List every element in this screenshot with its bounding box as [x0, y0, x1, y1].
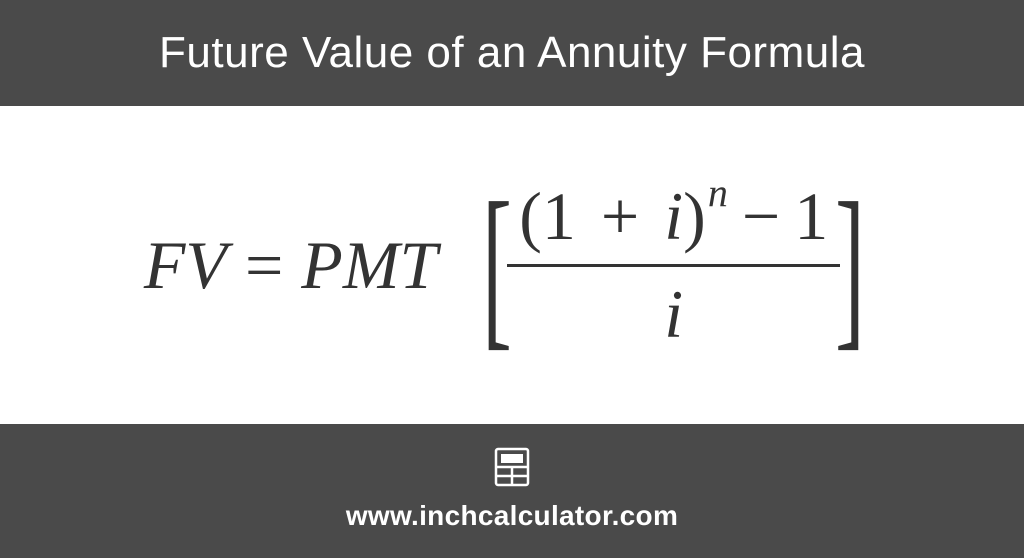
- open-bracket: [: [482, 177, 512, 354]
- plus-sign: +: [601, 178, 639, 254]
- open-paren: (: [519, 178, 542, 254]
- numerator: (1 + i) n − 1: [507, 177, 840, 264]
- numerator-one: 1: [542, 178, 576, 254]
- annuity-formula: FV = PMT [ (1 + i) n − 1: [144, 177, 880, 354]
- minus-sign: −: [742, 177, 780, 256]
- equals-sign: =: [245, 226, 283, 305]
- base-expression: (1 + i) n: [519, 177, 728, 256]
- close-paren: ): [683, 178, 706, 254]
- page-title: Future Value of an Annuity Formula: [30, 28, 994, 78]
- denominator: i: [652, 267, 695, 354]
- calculator-icon: [491, 446, 533, 488]
- exponent-n: n: [708, 169, 728, 216]
- header-bar: Future Value of an Annuity Formula: [0, 0, 1024, 106]
- formula-area: FV = PMT [ (1 + i) n − 1: [0, 106, 1024, 424]
- pmt-variable: PMT: [301, 226, 437, 305]
- trailing-one: 1: [794, 177, 828, 256]
- footer-url: www.inchcalculator.com: [346, 500, 678, 532]
- footer-bar: www.inchcalculator.com: [0, 424, 1024, 558]
- bracket-group: [ (1 + i) n − 1 i ]: [467, 177, 880, 354]
- close-bracket: ]: [835, 177, 865, 354]
- formula-lhs: FV = PMT: [144, 226, 437, 305]
- i-variable: i: [664, 178, 683, 254]
- fv-variable: FV: [144, 226, 227, 305]
- fraction: (1 + i) n − 1 i: [507, 177, 840, 354]
